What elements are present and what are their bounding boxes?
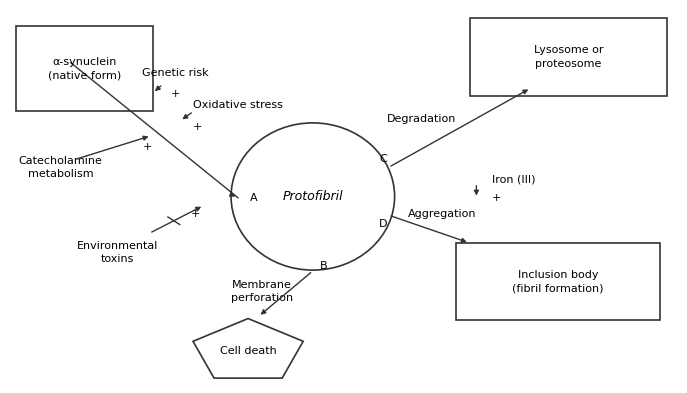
Text: α-synuclein
(native form): α-synuclein (native form): [48, 57, 121, 81]
Text: +: +: [492, 193, 502, 203]
Text: Environmental
toxins: Environmental toxins: [76, 241, 158, 264]
Text: +: +: [191, 209, 201, 219]
Text: +: +: [171, 89, 181, 99]
Text: Cell death: Cell death: [220, 347, 276, 356]
Text: D: D: [379, 219, 387, 229]
Text: A: A: [250, 193, 258, 203]
Text: Protofibril: Protofibril: [282, 190, 343, 203]
FancyBboxPatch shape: [16, 26, 153, 111]
Text: Aggregation: Aggregation: [408, 209, 477, 219]
Text: Oxidative stress: Oxidative stress: [193, 101, 283, 110]
Text: Lysosome or
proteosome: Lysosome or proteosome: [534, 45, 603, 69]
Text: B: B: [319, 261, 327, 271]
Text: +: +: [192, 122, 202, 132]
Text: Inclusion body
(fibril formation): Inclusion body (fibril formation): [513, 270, 604, 294]
Text: Degradation: Degradation: [387, 114, 457, 124]
FancyBboxPatch shape: [456, 243, 660, 320]
Polygon shape: [193, 319, 303, 378]
Text: Membrane
perforation: Membrane perforation: [231, 280, 293, 303]
Text: Catecholamine
metabolism: Catecholamine metabolism: [19, 156, 102, 179]
Text: Iron (III): Iron (III): [492, 174, 536, 184]
Text: +: +: [143, 142, 153, 152]
FancyBboxPatch shape: [470, 18, 667, 96]
Text: Genetic risk: Genetic risk: [142, 68, 208, 77]
Text: C: C: [379, 154, 387, 163]
